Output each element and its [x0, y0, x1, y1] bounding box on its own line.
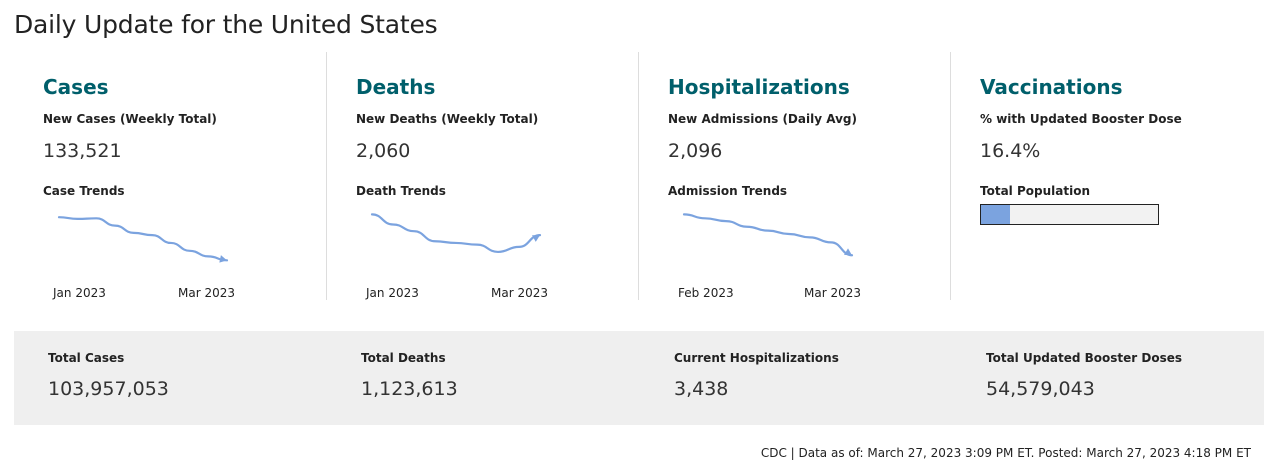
x-tick-label: Mar 2023 — [804, 286, 861, 300]
metric-label: New Deaths (Weekly Total) — [356, 112, 539, 126]
metric-value: 2,060 — [356, 140, 411, 162]
total-value: 103,957,053 — [48, 378, 169, 400]
card-deaths: Deaths New Deaths (Weekly Total) 2,060 D… — [326, 52, 638, 300]
metric-value: 2,096 — [668, 140, 723, 162]
x-tick-label: Jan 2023 — [53, 286, 106, 300]
death-trend-sparkline[interactable] — [356, 202, 556, 272]
card-vaccinations: Vaccinations % with Updated Booster Dose… — [950, 52, 1264, 300]
card-title[interactable]: Vaccinations — [980, 75, 1123, 99]
total-label: Total Updated Booster Doses — [986, 351, 1183, 365]
admission-trend-sparkline[interactable] — [668, 202, 868, 272]
trend-line — [370, 213, 542, 254]
metric-label: New Admissions (Daily Avg) — [668, 112, 857, 126]
card-title[interactable]: Cases — [43, 75, 109, 99]
trend-arrowhead — [219, 255, 227, 263]
total-label: Total Deaths — [361, 351, 446, 365]
case-trend-sparkline[interactable] — [43, 202, 243, 272]
population-progress-fill — [981, 205, 1011, 224]
total-value: 3,438 — [674, 378, 729, 400]
card-cases: Cases New Cases (Weekly Total) 133,521 C… — [14, 52, 326, 300]
total-value: 1,123,613 — [361, 378, 458, 400]
trend-label: Death Trends — [356, 184, 446, 198]
metric-value: 133,521 — [43, 140, 122, 162]
trend-arrowhead — [844, 248, 852, 256]
metric-label: % with Updated Booster Dose — [980, 112, 1182, 126]
card-title[interactable]: Hospitalizations — [668, 75, 850, 99]
trend-line — [57, 216, 229, 262]
total-value: 54,579,043 — [986, 378, 1095, 400]
card-hospitalizations: Hospitalizations New Admissions (Daily A… — [638, 52, 950, 300]
summary-cards: Cases New Cases (Weekly Total) 133,521 C… — [14, 52, 1264, 300]
trend-label: Admission Trends — [668, 184, 788, 198]
x-tick-label: Mar 2023 — [178, 286, 235, 300]
page-title: Daily Update for the United States — [14, 10, 438, 39]
metric-value: 16.4% — [980, 140, 1041, 162]
totals-band: Total Cases 103,957,053 Total Deaths 1,1… — [14, 331, 1264, 425]
trend-arrowhead — [532, 235, 540, 242]
x-tick-label: Feb 2023 — [678, 286, 734, 300]
data-as-of-footer: CDC | Data as of: March 27, 2023 3:09 PM… — [760, 446, 1251, 460]
trend-line — [682, 213, 854, 257]
trend-label: Case Trends — [43, 184, 125, 198]
card-title[interactable]: Deaths — [356, 75, 436, 99]
population-progress-bar[interactable] — [980, 204, 1159, 225]
x-tick-label: Mar 2023 — [491, 286, 548, 300]
total-label: Total Cases — [48, 351, 125, 365]
total-label: Current Hospitalizations — [674, 351, 839, 365]
population-label: Total Population — [980, 184, 1090, 198]
x-tick-label: Jan 2023 — [366, 286, 419, 300]
metric-label: New Cases (Weekly Total) — [43, 112, 217, 126]
